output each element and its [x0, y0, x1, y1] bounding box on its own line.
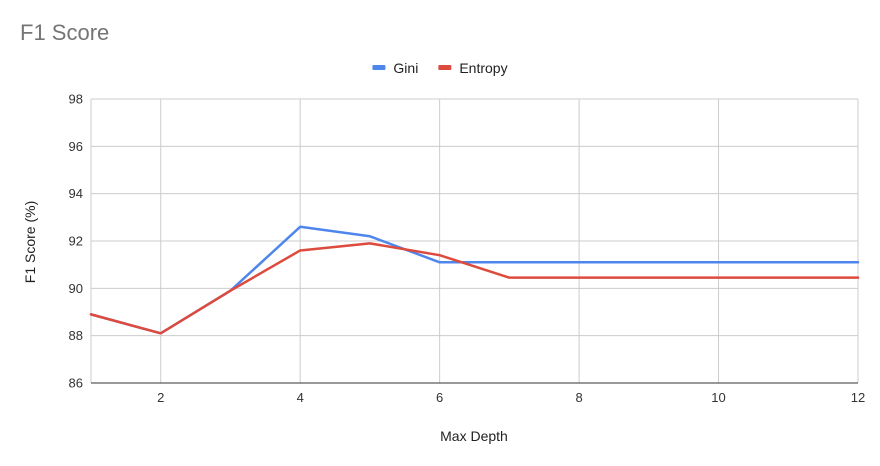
x-tick-label: 10 [711, 390, 725, 405]
legend: Gini Entropy [372, 60, 508, 76]
y-tick-label: 98 [69, 92, 83, 107]
y-tick-label: 88 [69, 328, 83, 343]
series-line-gini [89, 225, 860, 335]
legend-label-entropy: Entropy [459, 60, 507, 76]
chart-title: F1 Score [20, 20, 109, 45]
x-tick-label: 6 [436, 390, 443, 405]
y-axis-ticks: 86 88 90 92 94 96 98 [69, 92, 83, 391]
grid-lines [90, 98, 859, 384]
y-tick-label: 90 [69, 281, 83, 296]
y-tick-label: 86 [69, 376, 83, 391]
x-tick-label: 12 [851, 390, 865, 405]
y-axis-title: F1 Score (%) [22, 201, 38, 283]
x-tick-label: 4 [297, 390, 304, 405]
legend-swatch-entropy [438, 65, 452, 70]
series-line-entropy [89, 242, 860, 335]
y-tick-label: 96 [69, 139, 83, 154]
x-axis-title: Max Depth [440, 428, 508, 444]
x-axis-ticks: 2 4 6 8 10 12 [157, 390, 865, 405]
x-tick-label: 8 [575, 390, 582, 405]
legend-swatch-gini [372, 65, 386, 70]
y-tick-label: 94 [69, 186, 83, 201]
x-tick-label: 2 [157, 390, 164, 405]
series-lines [89, 225, 860, 335]
legend-label-gini: Gini [393, 60, 418, 76]
y-tick-label: 92 [69, 234, 83, 249]
